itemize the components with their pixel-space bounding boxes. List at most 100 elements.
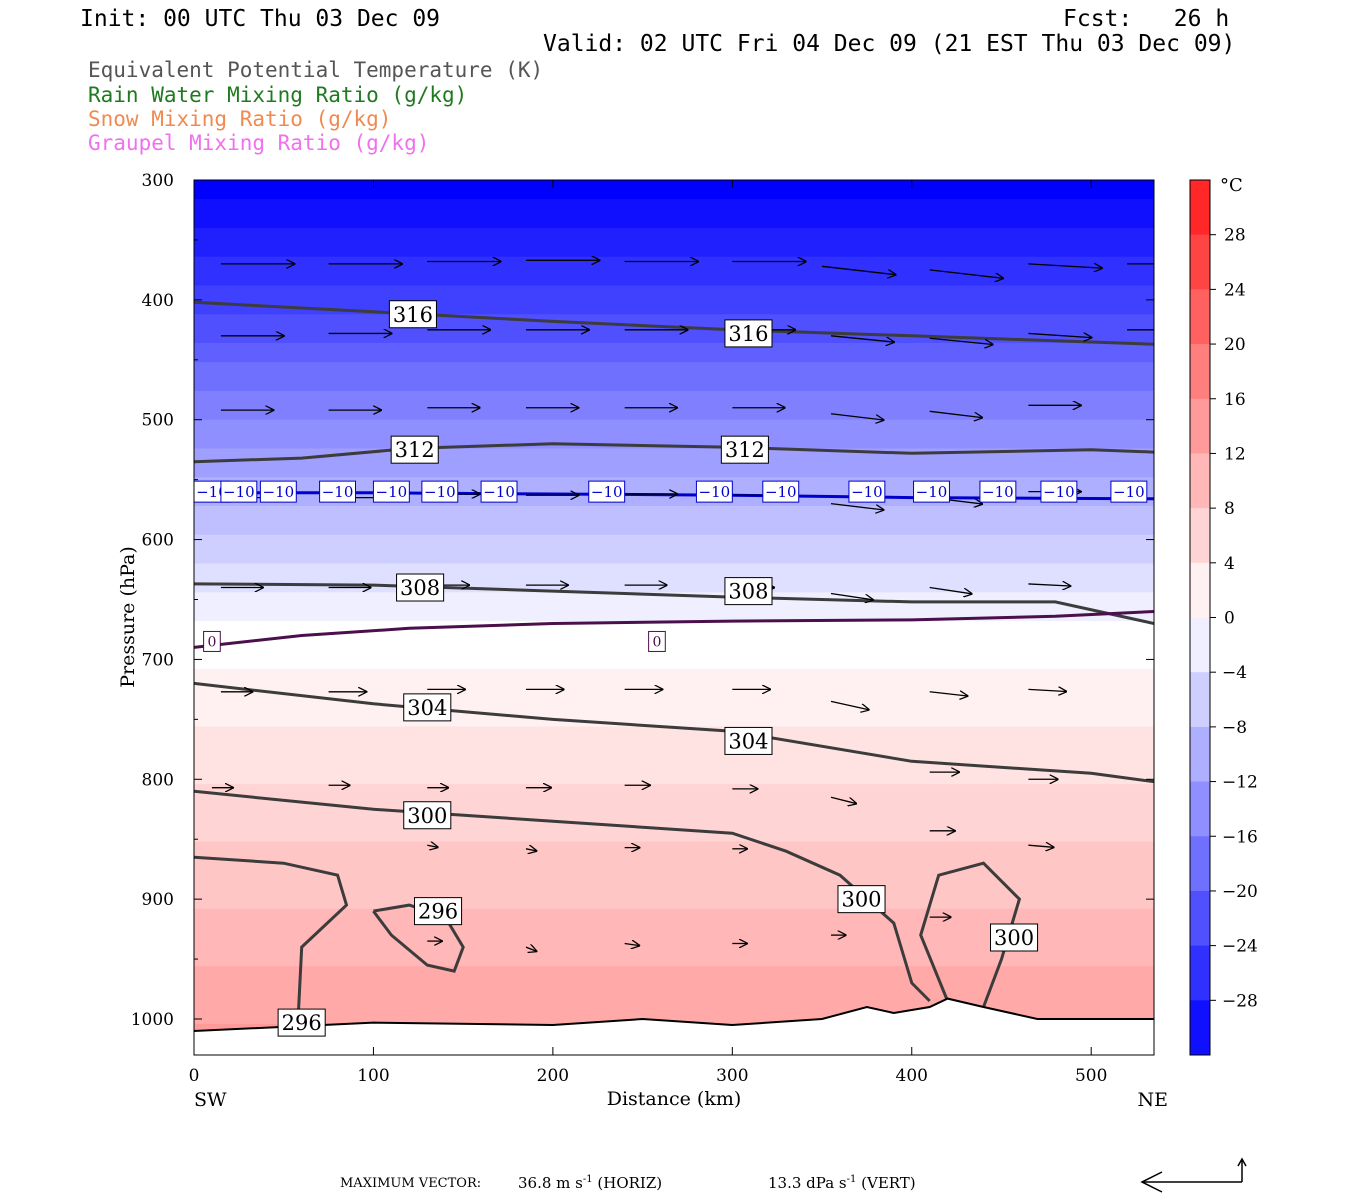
temperature-band [194,582,1154,593]
temperature-band [194,544,1154,555]
colorbar-swatch [1190,781,1210,837]
theta-e-contour [194,300,1154,346]
isotherm-label: −10 [699,483,731,501]
theta-e-label-box [414,897,463,926]
temperature-band [194,208,1154,219]
x-tick-label: 500 [1075,1066,1107,1086]
temperature-band [194,400,1154,411]
temperature-band [194,707,1154,718]
wind-vector [929,410,983,417]
colorbar-tick-label: −16 [1222,827,1258,847]
isotherm-line [194,610,1154,649]
colorbar-tick-label: 0 [1224,609,1235,629]
theta-e-label: 308 [728,580,768,604]
temperature-band [194,784,1154,795]
theta-e-label: 312 [395,438,435,462]
colorbar-swatch [1190,398,1210,454]
wind-vector [1028,264,1102,268]
isotherm-label-box [319,480,357,503]
temperature-band [194,889,1154,900]
wind-vector [1028,584,1070,586]
wind-vector [830,335,894,342]
temperature-band [194,832,1154,843]
isotherm-label: −10 [376,483,408,501]
colorbar-swatch [1190,1000,1210,1056]
temperature-band [194,247,1154,258]
colorbar-tick-label: 20 [1224,335,1246,355]
temperature-band [194,1004,1154,1015]
temperature-band [194,419,1154,430]
terrain-line [193,997,1154,1032]
theta-e-label: 304 [728,729,768,753]
axes: 300 400 500 600 700 800 900 1000 0 100 200 300 400 50… [131,171,1154,1086]
temperature-band [194,343,1154,354]
wind-vector [1028,845,1053,847]
plot-frame [193,179,1155,1056]
theta-e-label: 296 [418,900,458,924]
wind-vector [830,592,873,600]
theta-e-contour [919,861,1022,1008]
colorbar-tick-label: 8 [1224,499,1235,519]
isotherm-label-box [1040,480,1078,503]
isotherm-label: −10 [916,483,948,501]
colorbar-tick-label: 12 [1224,444,1246,464]
x-left-label: SW [194,1089,227,1111]
temperature-band [194,640,1154,651]
wind-vector [929,337,993,344]
wind-vector [830,700,869,709]
temperature-band [194,1014,1154,1025]
wind-vector [929,692,968,696]
colorbar-swatch [1190,508,1210,564]
theta-e-label: 300 [407,804,447,828]
temperature-band [194,180,1154,191]
isotherm-label: 0 [652,634,661,650]
colorbar-swatch [1190,890,1210,947]
temperature-band [194,333,1154,344]
colorbar-swatch [1190,180,1210,236]
temperature-band [194,764,1154,776]
theta-e-label: 312 [725,438,765,462]
y-tick-label: 800 [142,770,174,790]
temperature-band [194,227,1154,239]
isotherm-label-box [203,630,221,652]
legend-theta-e: Equivalent Potential Temperature (K) [88,58,544,82]
y-tick-label: 1000 [131,1010,174,1030]
reference-vector-icon [1140,1157,1247,1193]
temperature-band [194,985,1154,996]
legend-snow: Snow Mixing Ratio (g/kg) [88,107,392,131]
temperature-band [194,199,1154,210]
colorbar-tick-label: −28 [1222,991,1258,1011]
theta-e-contour [194,855,349,1020]
wind-vector [830,502,884,510]
colorbar-swatch [1190,289,1210,345]
isotherm-label: −10 [851,483,883,501]
colorbar-tick-label: 16 [1224,390,1246,410]
y-tick-label: 400 [142,291,174,311]
temperature-band [194,822,1154,833]
temperature-band [194,189,1154,200]
valid-time: Valid: 02 UTC Fri 04 Dec 09 (21 EST Thu … [543,31,1236,57]
wind-vector [427,845,438,847]
isotherm-label-box [648,630,666,652]
legend-rain-water: Rain Water Mixing Ratio (g/kg) [88,83,468,107]
temperature-band [194,678,1154,689]
temperature-band [194,592,1154,603]
wind-vector [525,947,537,951]
temperature-band [194,611,1154,622]
temperature-band [194,304,1154,315]
theta-e-label-box [724,726,773,755]
temperature-band [194,659,1154,670]
theta-e-label: 308 [400,576,440,600]
colorbar-swatch [1190,562,1210,618]
temperature-band [194,803,1154,814]
x-tick-label: 0 [189,1066,200,1086]
wind-vector [1028,689,1066,691]
colorbar-tick-label: −8 [1222,718,1247,738]
theta-e-label-box [724,577,773,606]
theta-e-label: 316 [393,303,433,327]
x-tick-label: 400 [896,1066,928,1086]
colorbar-tick-label: 28 [1224,226,1246,246]
isotherm-label-box [220,480,258,503]
wind-vector [1028,333,1091,337]
